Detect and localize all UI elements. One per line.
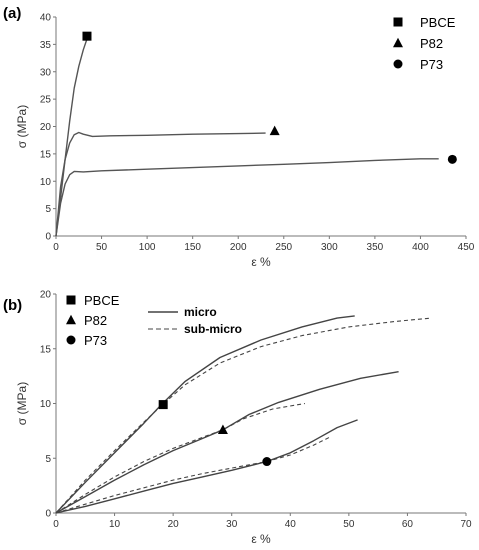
y-tick-label: 20	[40, 122, 52, 133]
x-tick-label: 0	[53, 519, 59, 530]
x-tick-label: 400	[412, 242, 429, 253]
y-tick-label: 15	[40, 149, 52, 160]
x-tick-label: 350	[367, 242, 384, 253]
p82-solid-series-line	[55, 371, 399, 514]
x-tick-label: 250	[275, 242, 292, 253]
y-tick-label: 5	[45, 204, 51, 215]
y-tick-label: 10	[40, 399, 52, 410]
p73-line-series-line	[55, 158, 439, 237]
pbce-data-marker	[158, 400, 168, 410]
pbce-dashed-series-line	[55, 317, 431, 514]
pbce-line-series-line	[55, 38, 88, 237]
panel-label: (a)	[3, 5, 21, 22]
p82-data-marker	[217, 424, 228, 435]
x-tick-label: 40	[285, 519, 297, 530]
y-tick-label: 5	[45, 454, 51, 465]
y-tick-label: 15	[40, 344, 52, 355]
y-tick-label: 25	[40, 95, 52, 106]
x-tick-label: 30	[226, 519, 238, 530]
x-tick-label: 50	[343, 519, 355, 530]
x-tick-label: 150	[184, 242, 201, 253]
p82-line-series-line	[55, 131, 266, 237]
legend-label-pbce: PBCE	[84, 293, 120, 308]
x-tick-label: 10	[109, 519, 121, 530]
pbce-end-marker	[82, 31, 92, 41]
legend-label-p82: P82	[84, 313, 107, 328]
y-tick-label: 20	[40, 290, 52, 301]
y-axis-label: σ (MPa)	[15, 382, 29, 425]
legend-label-p82: P82	[420, 36, 443, 51]
y-tick-label: 10	[40, 177, 52, 188]
legend-marker-p82	[66, 314, 76, 325]
legend-label-p73: P73	[420, 57, 443, 72]
y-axis-label: σ (MPa)	[15, 105, 29, 148]
x-axis-label: ε %	[251, 255, 271, 269]
p82-end-marker	[269, 125, 280, 136]
chart-b: 0 5 10 15 20 0 10 20 30 40 50 60 70 ε % σ (MPa) (b) PBCE…	[3, 290, 472, 547]
legend-label-micro: micro	[184, 305, 217, 319]
x-tick-label: 100	[139, 242, 156, 253]
legend-label-sub-micro: sub-micro	[184, 322, 242, 336]
x-tick-label: 20	[168, 519, 180, 530]
legend-marker-pbce	[393, 17, 403, 27]
x-tick-label: 450	[458, 242, 475, 253]
legend-marker-p82	[393, 37, 403, 48]
y-tick-label: 0	[45, 232, 51, 243]
panel-label: (b)	[3, 297, 22, 314]
y-tick-label: 30	[40, 67, 52, 78]
x-axis-label: ε %	[251, 532, 271, 546]
p73-end-marker	[447, 154, 457, 164]
p73-solid-series-line	[55, 419, 358, 514]
x-tick-label: 200	[230, 242, 247, 253]
legend-marker-p73	[393, 59, 403, 69]
y-tick-label: 35	[40, 40, 52, 51]
y-tick-label: 0	[45, 509, 51, 520]
x-tick-label: 0	[53, 242, 59, 253]
p73-dashed-series-line	[55, 435, 332, 514]
y-tick-label: 40	[40, 13, 52, 24]
x-tick-label: 300	[321, 242, 338, 253]
legend-marker-p73	[66, 335, 76, 345]
legend-marker-pbce	[66, 295, 76, 305]
x-tick-label: 70	[460, 519, 472, 530]
p82-dashed-series-line	[55, 402, 305, 514]
x-tick-label: 50	[96, 242, 108, 253]
legend-label-p73: P73	[84, 333, 107, 348]
p73-data-marker	[262, 457, 272, 467]
x-tick-label: 60	[402, 519, 414, 530]
legend-label-pbce: PBCE	[420, 15, 456, 30]
pbce-solid-series-line	[55, 315, 355, 514]
